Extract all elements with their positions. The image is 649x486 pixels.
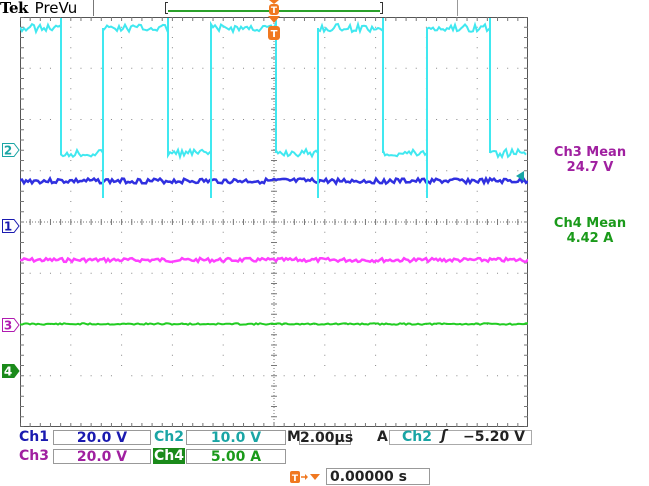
ch4-label[interactable]: Ch4	[153, 448, 185, 464]
timebase-prefix: M	[287, 429, 301, 445]
svg-text:T: T	[292, 474, 299, 484]
channel-4-marker[interactable]: 4	[2, 363, 20, 379]
trigger-readout[interactable]	[389, 430, 532, 445]
record-bracket-left	[165, 2, 168, 14]
measurement-ch3-mean: Ch3 Mean 24.7 V	[540, 145, 640, 175]
channel-3-marker[interactable]: 3	[2, 317, 20, 333]
rising-edge-icon: ʃ	[441, 428, 447, 444]
measurement-ch4-mean: Ch4 Mean 4.42 A	[540, 216, 640, 246]
ch1-label[interactable]: Ch1	[19, 429, 49, 445]
ch4-scale[interactable]: 5.00 A	[186, 449, 286, 464]
trigger-position-icon[interactable]: T	[267, 16, 281, 42]
trigger-level: −5.20 V	[463, 429, 525, 445]
svg-text:T: T	[271, 6, 278, 16]
trigger-position-readout-icon: T	[290, 471, 320, 484]
trigger-source: Ch2	[402, 429, 432, 445]
trigger-level-icon[interactable]	[516, 171, 528, 183]
channel-2-marker[interactable]: 2	[2, 142, 20, 158]
svg-text:T: T	[271, 29, 278, 40]
trigger-mode: A	[377, 429, 388, 445]
measurement-title: Ch4 Mean	[553, 216, 627, 231]
trigger-position-record-icon: T	[269, 0, 279, 16]
ch1-scale[interactable]: 20.0 V	[53, 430, 151, 445]
measurement-title: Ch3 Mean	[553, 145, 627, 160]
waveform-graticule[interactable]	[20, 17, 528, 427]
header-divider	[457, 0, 458, 16]
svg-text:3: 3	[4, 319, 12, 333]
header-divider	[93, 0, 94, 16]
brand-tek: Tek	[0, 0, 28, 17]
timebase-scale[interactable]: 2.00µs	[299, 430, 354, 446]
ch2-scale[interactable]: 10.0 V	[186, 430, 286, 445]
measurement-value: 24.7 V	[566, 160, 614, 175]
channel-1-marker[interactable]: 1	[2, 218, 20, 234]
svg-text:2: 2	[4, 144, 12, 158]
ch2-label[interactable]: Ch2	[154, 429, 184, 445]
measurement-value: 4.42 A	[566, 231, 614, 246]
ch3-scale[interactable]: 20.0 V	[53, 449, 151, 464]
record-bracket-right	[380, 2, 383, 14]
svg-text:4: 4	[4, 365, 12, 379]
ch3-label[interactable]: Ch3	[19, 448, 49, 464]
brand-logo: Tek PreVu	[0, 0, 77, 18]
acquisition-mode: PreVu	[34, 0, 78, 17]
svg-text:1: 1	[4, 220, 12, 234]
trigger-position-value[interactable]: 0.00000 s	[326, 468, 430, 485]
